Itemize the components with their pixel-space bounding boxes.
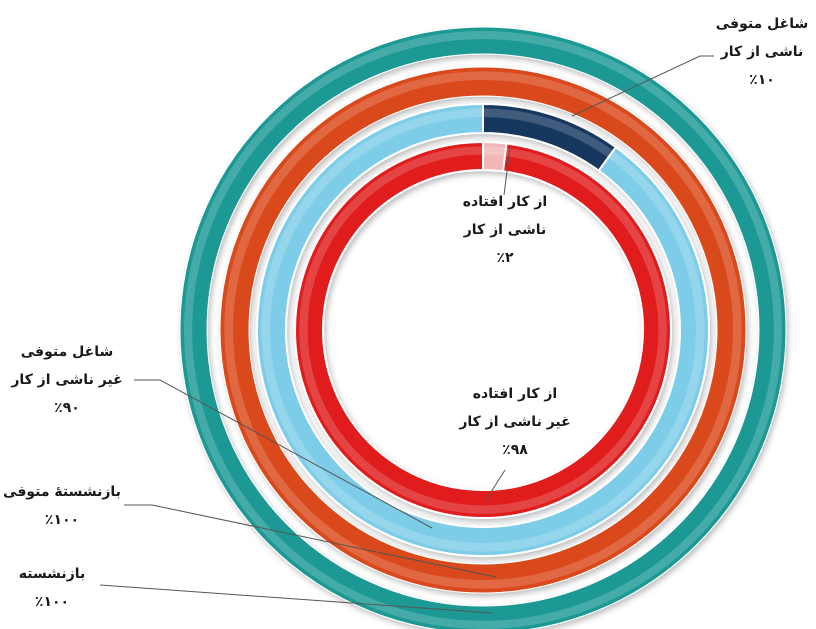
label-dis-work-line1: از کار افتاده <box>462 194 548 210</box>
leader-lines <box>99 55 714 614</box>
label-emp-work-pct: ٪۱۰ <box>749 72 775 88</box>
label-dis-work-line2: ناشی از کار <box>463 222 547 238</box>
label-retired-deceased-line1: بازنشستهٔ متوفی <box>3 484 121 500</box>
leader-retired <box>99 584 493 614</box>
ring-highlight-4 <box>299 146 667 514</box>
leader-emp-work <box>571 55 714 117</box>
label-retired-deceased-pct: ٪۱۰۰ <box>44 512 80 528</box>
chart-rings <box>179 26 787 629</box>
slice-ring4-2 <box>294 140 673 519</box>
slice-ring3-2 <box>256 102 710 557</box>
leader-retired-deceased <box>124 504 497 578</box>
label-dis-nonwork-pct: ٪۹۸ <box>502 442 528 458</box>
ring-highlight-2 <box>224 71 742 589</box>
label-emp-nonwork-line1: شاغل متوفی <box>20 344 114 360</box>
slice-ring1 <box>179 26 787 629</box>
label-retired-pct: ٪۱۰۰ <box>34 594 70 610</box>
slice-ring2 <box>219 66 747 594</box>
label-dis-nonwork-line2: غیر ناشی از کار <box>459 414 571 430</box>
ring-highlight-3 <box>261 108 705 552</box>
label-retired-line1: بازنشسته <box>18 566 86 582</box>
label-emp-nonwork: شاغل متوفی غیر ناشی از کار ٪۹۰ <box>2 338 132 422</box>
label-emp-work-line1: شاغل متوفی <box>715 16 809 32</box>
label-emp-work-line2: ناشی از کار <box>720 44 804 60</box>
label-retired: بازنشسته ٪۱۰۰ <box>2 560 102 616</box>
label-emp-work: شاغل متوفی ناشی از کار ٪۱۰ <box>712 10 812 94</box>
label-retired-deceased: بازنشستهٔ متوفی ٪۱۰۰ <box>2 478 122 534</box>
leader-dis-nonwork <box>485 469 506 501</box>
leader-emp-nonwork <box>134 379 433 529</box>
label-dis-nonwork-line1: از کار افتاده <box>472 386 558 402</box>
label-emp-nonwork-line2: غیر ناشی از کار <box>11 372 123 388</box>
label-dis-work: از کار افتاده ناشی از کار ٪۲ <box>430 188 580 272</box>
leader-dis-work <box>503 147 511 196</box>
label-emp-nonwork-pct: ٪۹۰ <box>54 400 80 416</box>
ring-highlight-1 <box>184 31 782 629</box>
label-dis-nonwork: از کار افتاده غیر ناشی از کار ٪۹۸ <box>440 380 590 464</box>
label-dis-work-pct: ٪۲ <box>496 250 514 266</box>
